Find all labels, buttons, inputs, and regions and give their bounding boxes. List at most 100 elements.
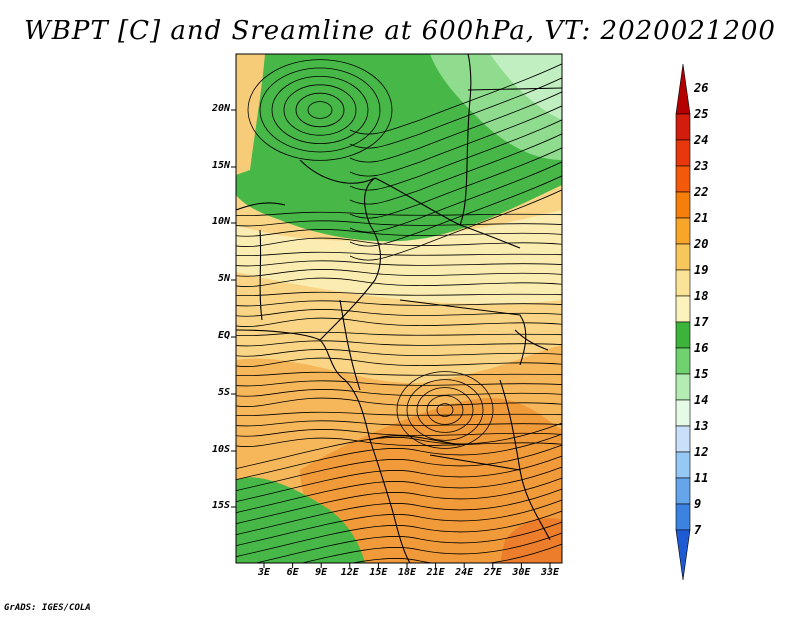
colorbar-segment [675,451,691,479]
streamlines [236,59,562,563]
streamline [236,269,562,277]
colorbar-segment [675,347,691,375]
colorbar-segment [675,113,691,141]
streamline [349,77,562,149]
streamline [436,403,454,417]
lat-label: 15N [211,160,230,171]
lat-label: 5N [217,273,230,284]
colorbar-label: 21 [694,211,709,225]
colorbar-label: 11 [694,471,709,485]
streamline [349,105,562,177]
field-orange-core [300,397,562,563]
streamline [236,437,562,447]
lat-label: 5S [217,387,230,398]
lat-label: 20N [211,103,230,114]
streamline [349,91,562,163]
streamline [426,395,464,425]
colorbar-label: 20 [694,237,709,251]
colorbar-segment [675,399,691,427]
axis-ticks [231,109,551,568]
colorbar-segment [675,321,691,349]
streamline [236,389,562,397]
streamline [349,161,562,233]
streamline [350,543,562,563]
colorbar-segment [675,373,691,401]
colorbar-segment [675,217,691,245]
colorbar-segment [675,477,691,505]
streamline [236,477,562,525]
streamline [416,387,474,433]
colorbar-segment [675,243,691,271]
streamline [406,379,484,441]
streamline [349,119,562,191]
colorbar-segment [675,63,691,115]
colorbar-segment [675,269,691,297]
lon-label: 30E [512,567,531,578]
colorbar-label: 16 [694,341,709,355]
streamline [236,251,562,257]
lat-label: 10S [211,444,230,455]
colorbar-label: 13 [694,419,709,433]
streamline [236,229,562,237]
colorbar-label: 17 [694,315,709,329]
colorbar-label: 24 [694,133,709,147]
streamline [236,309,562,317]
lon-label: 18E [397,567,417,578]
streamline [349,147,562,219]
lon-label: 6E [286,567,299,578]
streamline [236,466,562,514]
streamline [283,84,357,136]
streamline [349,175,562,247]
country-borders [236,54,562,563]
streamline [236,444,562,492]
lon-label: 27E [483,567,502,578]
colorbar-segment [675,139,691,167]
colorbar-label: 19 [694,263,709,277]
streamline [349,63,562,135]
colorbar-segment [675,529,691,581]
lon-label: 33E [540,567,560,578]
lat-label: EQ [217,330,230,341]
streamline [236,340,562,347]
colorbar-segment [675,191,691,219]
streamline [236,380,562,387]
chart-title: WBPT [C] and Sreamline at 600hPa, VT: 20… [24,16,776,46]
lon-label: 3E [257,567,271,578]
streamline [295,92,345,128]
colorbar-label: 26 [694,81,709,95]
streamline [236,357,562,367]
streamline [236,429,562,437]
streamline [236,510,562,558]
streamline [300,532,562,563]
lat-label: 10N [211,216,230,227]
footer-credit: GrADS: IGES/COLA [4,603,91,613]
lon-label: 12E [340,567,359,578]
streamline [236,260,562,267]
colorbar-label: 23 [694,159,709,173]
streamline [236,211,562,217]
streamline [236,422,562,470]
colorbar-label: 12 [694,445,709,459]
colorbar-label: 22 [694,185,709,199]
streamline [236,349,562,357]
streamline [236,291,562,297]
streamline [236,237,562,247]
lon-label: 15E [369,567,388,578]
colorbar-segment [675,425,691,453]
streamline [254,521,562,563]
streamline [396,371,494,449]
field-palegreen-ne [490,54,562,120]
streamline [259,67,381,153]
colorbar-label: 9 [694,497,702,511]
colorbar-segment [675,165,691,193]
streamline [236,397,562,407]
streamline [247,59,393,161]
streamline [307,101,333,119]
streamline [236,277,562,287]
streamline [236,220,562,227]
streamline [236,371,562,377]
colorbar-label: 7 [694,523,702,537]
colorbar-label: 25 [694,107,709,121]
colorbar [675,63,691,581]
